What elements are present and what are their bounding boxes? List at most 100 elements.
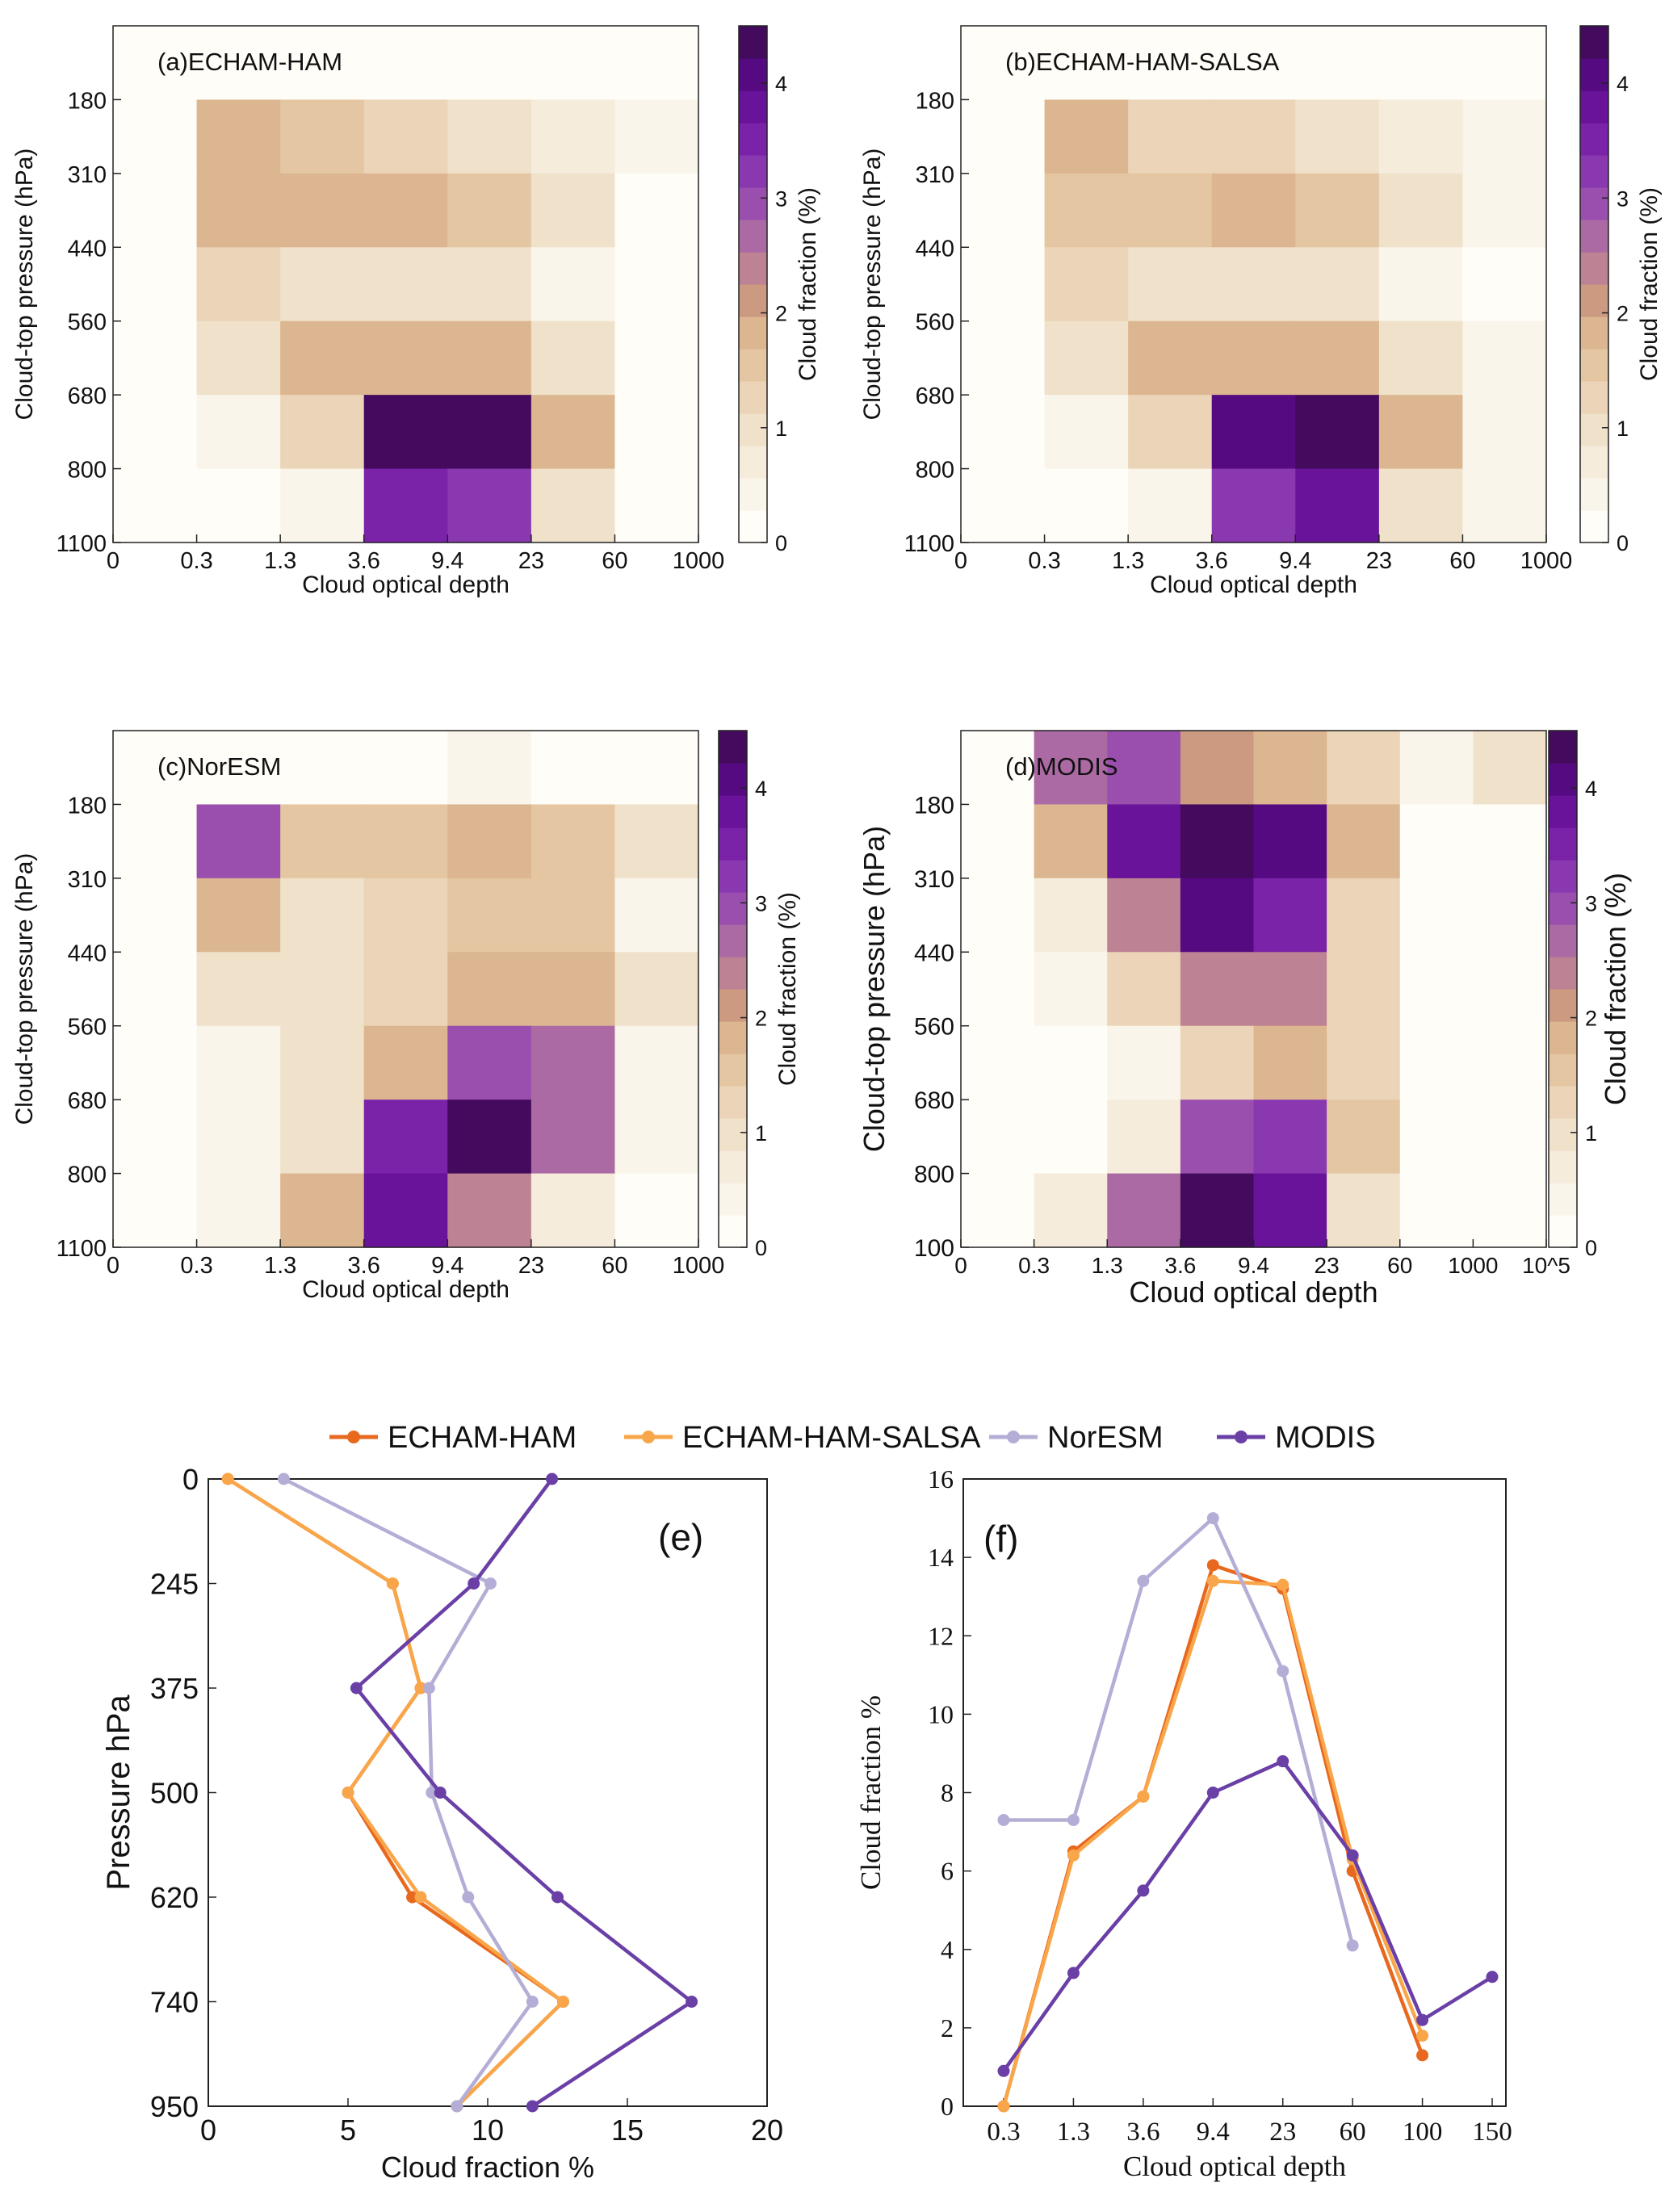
heatmap-cell <box>1399 731 1474 806</box>
data-point <box>1416 2030 1429 2042</box>
colorbar-frame <box>738 25 768 543</box>
x-tick-label: 9.4 <box>1238 1253 1269 1278</box>
data-point <box>1277 1755 1289 1768</box>
x-tick-label: 0 <box>954 548 967 574</box>
heatmap-cell <box>530 731 616 806</box>
series-echam_ham <box>221 1473 569 2113</box>
heatmap-cell <box>1462 320 1547 396</box>
x-tick-label: 23 <box>518 1253 544 1279</box>
colorbar-step <box>1549 1021 1577 1054</box>
heatmap-cell <box>614 320 699 396</box>
colorbar-step <box>719 1183 747 1216</box>
x-tick-label: 0 <box>200 2114 216 2147</box>
y-tick-label: 440 <box>68 236 107 262</box>
heatmap-cell <box>614 26 699 101</box>
data-point <box>1206 1787 1219 1799</box>
heatmap-cell <box>1327 952 1401 1027</box>
heatmap-cell <box>196 952 281 1027</box>
heatmap-cell <box>113 395 198 470</box>
x-tick-label: 9.4 <box>431 1253 463 1279</box>
colorbar-step <box>739 316 767 350</box>
heatmap-cell <box>113 731 198 806</box>
heatmap-cell <box>1378 173 1464 248</box>
colorbar-step <box>1549 1118 1577 1151</box>
heatmap-cell <box>961 320 1046 396</box>
heatmap-cell <box>1211 468 1296 543</box>
colorbar-step <box>739 90 767 124</box>
colorbar-step <box>719 957 747 990</box>
colorbar-step <box>1549 1150 1577 1184</box>
heatmap-cell <box>530 320 616 396</box>
heatmap-cell <box>280 99 365 174</box>
heatmap-cell <box>447 320 532 396</box>
heatmap-cell <box>961 878 1035 953</box>
heatmap-cell <box>1253 804 1327 879</box>
x-tick-label: 60 <box>1387 1253 1412 1278</box>
heatmap-cell <box>1128 320 1213 396</box>
colorbar-frame <box>1579 25 1609 543</box>
data-point <box>468 1577 480 1590</box>
data-point <box>1416 2013 1429 2026</box>
heatmap-cell <box>1107 878 1181 953</box>
colorbar-tick-label: 3 <box>755 891 767 915</box>
heatmap-cell <box>530 804 616 879</box>
colorbar: 0 1 2 3 4 Cloud fraction (%) <box>1548 730 1632 1260</box>
heatmap-cell <box>196 878 281 953</box>
heatmap-cell <box>614 804 699 879</box>
y-tick-label: 440 <box>916 236 954 262</box>
colorbar-step <box>1580 90 1608 124</box>
colorbar-step <box>1549 827 1577 861</box>
data-point <box>1206 1512 1219 1525</box>
colorbar-step <box>739 284 767 317</box>
series-noresm <box>997 1512 1359 1952</box>
colorbar-tick-label: 1 <box>755 1121 767 1146</box>
colorbar-step <box>739 349 767 382</box>
y-tick-label: 310 <box>916 162 954 188</box>
line-panel-e: 0 5 10 15 20 0 245 375 500 620 740 950 Cloud fractio… <box>101 1463 783 2184</box>
colorbar-step <box>1580 446 1608 479</box>
colorbar-step <box>1549 1183 1577 1216</box>
heatmap-cell <box>1378 26 1464 101</box>
heatmap-cell <box>447 173 532 248</box>
series-modis <box>997 1755 1499 2077</box>
series-line <box>1001 1563 1424 2107</box>
y-axis-label: Cloud-top pressure (hPa) <box>11 853 38 1125</box>
heatmap-cell <box>113 26 198 101</box>
x-tick-label: 3.6 <box>1196 548 1228 574</box>
colorbar-step <box>739 26 767 59</box>
y-tick-label: 375 <box>150 1672 199 1705</box>
colorbar-step <box>1549 763 1577 796</box>
y-tick-label: 100 <box>914 1235 954 1262</box>
heatmap-cell <box>196 320 281 396</box>
data-point <box>422 1682 435 1695</box>
colorbar: 0 1 2 3 4 Cloud fraction (%) <box>1579 25 1663 555</box>
y-tick-label: 950 <box>150 2090 199 2123</box>
heatmap-cell <box>447 731 532 806</box>
heatmap-cell <box>1399 1173 1474 1248</box>
colorbar-tick-label: 0 <box>775 531 787 555</box>
heatmap-cell <box>1044 247 1129 322</box>
series-line <box>227 1477 565 2108</box>
heatmap-cell <box>363 320 448 396</box>
colorbar-step <box>1549 795 1577 828</box>
heatmap-cell <box>1128 173 1213 248</box>
heatmap-cell <box>1399 952 1474 1027</box>
colorbar-step <box>739 413 767 446</box>
heatmap-cell <box>961 468 1046 543</box>
colorbar-step <box>739 252 767 285</box>
colorbar-tick-label: 0 <box>1617 531 1629 555</box>
heatmap-cell <box>280 1025 365 1100</box>
heatmap-cell <box>363 395 448 470</box>
colorbar-step <box>1549 731 1577 764</box>
heatmap-cell <box>961 1025 1035 1100</box>
heatmap-cell <box>614 468 699 543</box>
y-tick-label: 800 <box>916 458 954 484</box>
heatmap-cell <box>1473 952 1547 1027</box>
data-point <box>1067 1849 1080 1862</box>
data-point <box>1277 1665 1289 1678</box>
heatmap-panel-b: (b)ECHAM-HAM-SALSA1803104405606808001100… <box>859 25 1663 598</box>
heatmap-cell <box>447 99 532 174</box>
y-axis-label: Pressure hPa <box>101 1695 136 1891</box>
